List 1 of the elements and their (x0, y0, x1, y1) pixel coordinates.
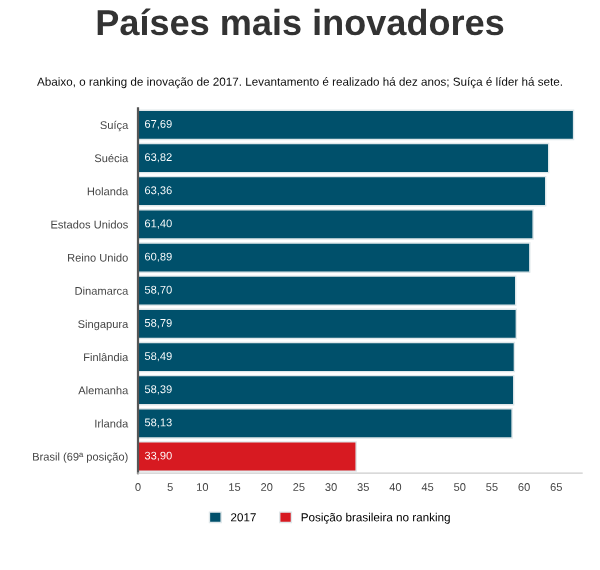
chart-title: Países mais inovadores (97, 8, 504, 36)
